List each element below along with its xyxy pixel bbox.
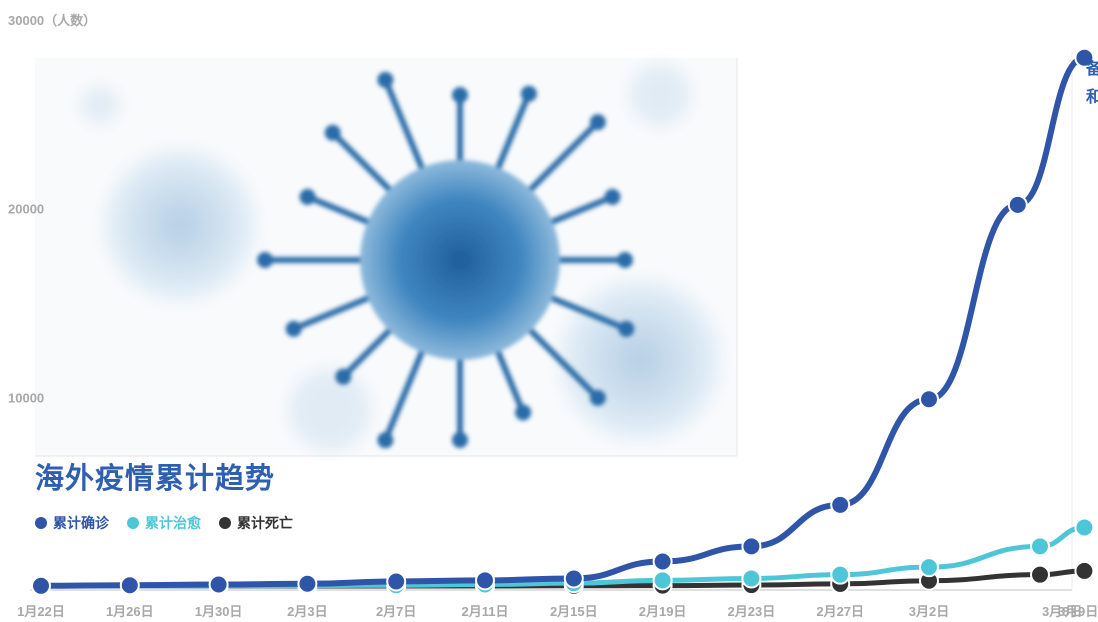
x-tick-label-7: 2月19日: [639, 604, 687, 619]
chart-title: 海外疫情累计趋势: [35, 463, 276, 495]
series-0-point-3: [297, 573, 318, 594]
series-2-point-11: [1030, 564, 1050, 585]
series-0-point-4: [386, 571, 407, 592]
series-1-point-8: [741, 568, 762, 589]
corner-text-line-1: 备: [1086, 61, 1098, 78]
series-1-point-10: [919, 557, 939, 578]
series-0-point-2: [208, 574, 229, 595]
legend-label-confirmed: 累计确诊: [53, 515, 109, 531]
legend-dot-confirmed: [35, 517, 47, 529]
series-line-0: [38, 54, 1088, 589]
x-tick-label-2: 1月30日: [195, 604, 243, 619]
legend-label-recovered: 累计治愈: [145, 515, 201, 531]
x-tick-label-4: 2月7日: [376, 604, 416, 619]
series-0-point-1: [119, 575, 140, 596]
legend-dot-deaths: [219, 517, 231, 529]
series-1-point-12: [1074, 517, 1095, 538]
series-0-point-5: [475, 570, 495, 591]
legend-dot-recovered: [127, 517, 139, 529]
x-tick-label-5: 2月11日: [462, 604, 509, 619]
legend-item-confirmed: 累计确诊: [35, 513, 109, 533]
legend-item-deaths: 累计死亡: [219, 513, 293, 533]
series-0-point-7: [652, 551, 673, 572]
y-tick-label-1: 20000: [8, 202, 44, 217]
series-0-point-12: [1074, 47, 1095, 68]
series-0-point-0: [31, 575, 51, 596]
x-tick-label-6: 2月15日: [550, 604, 598, 619]
legend-label-deaths: 累计死亡: [237, 515, 293, 531]
legend: 累计确诊 累计治愈 累计死亡: [35, 513, 293, 533]
series-0-point-9: [830, 494, 851, 515]
x-tick-label-9: 2月27日: [816, 604, 864, 619]
x-tick-label-3: 2月3日: [287, 604, 327, 619]
series-2-point-12: [1074, 560, 1095, 581]
legend-item-recovered: 累计治愈: [127, 513, 201, 533]
x-tick-label-12: 3月9日: [1058, 604, 1098, 619]
series-0-point-6: [563, 568, 584, 589]
series-1-point-9: [830, 564, 851, 585]
corner-text-line-2: 和: [1086, 89, 1098, 106]
y-tick-label-0: 10000: [8, 390, 44, 405]
x-tick-label-0: 1月22日: [17, 604, 65, 619]
virus-illustration: [35, 58, 738, 457]
x-tick-label-1: 1月26日: [106, 604, 154, 619]
series-1-point-11: [1030, 536, 1050, 557]
series-0-point-10: [919, 389, 939, 410]
series-1-point-7: [652, 570, 673, 591]
series-0-point-11: [1007, 194, 1028, 215]
series-0-point-8: [741, 536, 762, 557]
x-tick-label-11: 3月8日: [1042, 604, 1082, 619]
corner-text: 备 和: [1086, 56, 1098, 112]
y-axis-label: 30000（人数）: [8, 13, 97, 28]
x-tick-label-8: 2月23日: [728, 604, 776, 619]
x-tick-label-10: 3月2日: [909, 604, 949, 619]
